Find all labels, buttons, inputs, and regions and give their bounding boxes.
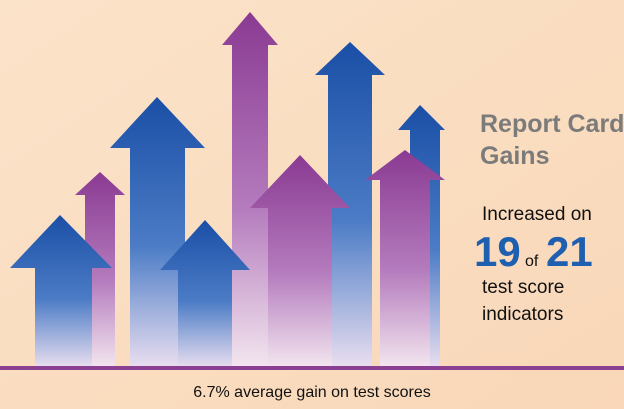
stat-count: 19 [474, 228, 521, 275]
stat-joiner: of [525, 253, 539, 270]
title: Gains [480, 142, 549, 170]
stat-total: 21 [546, 228, 593, 275]
base-line [0, 366, 624, 370]
stat-intro: Increased on [482, 204, 592, 225]
infographic: Report Card Gains Increased on 19 of 21 … [0, 0, 624, 409]
title: Report Card [480, 110, 624, 138]
stat-line: indicators [482, 304, 563, 325]
stat-line: test score [482, 277, 564, 298]
page: {"heading": {"title_line1": "Report Card… [0, 0, 624, 409]
footer: 6.7% average gain on test scores [193, 384, 430, 401]
